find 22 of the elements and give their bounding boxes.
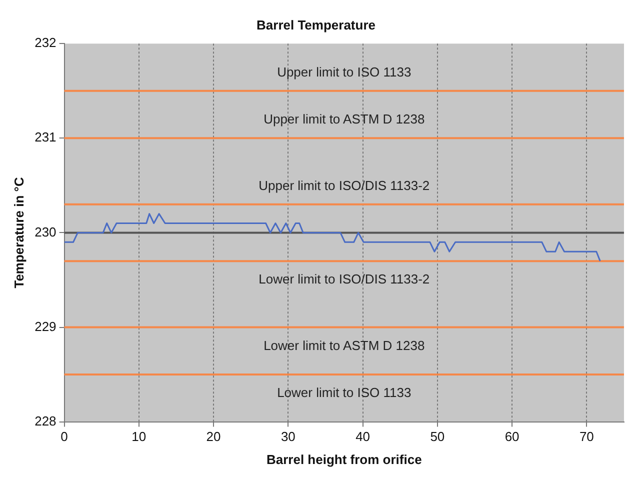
ref-line-label: Lower limit to ISO 1133 xyxy=(277,385,412,400)
y-tick-label: 230 xyxy=(34,224,56,240)
x-axis-title: Barrel height from orifice xyxy=(266,452,422,467)
ref-line-label: Lower limit to ISO/DIS 1133-2 xyxy=(258,272,430,287)
x-tick-label: 30 xyxy=(280,429,296,444)
x-tick-label: 20 xyxy=(206,429,221,444)
y-tick-label: 232 xyxy=(34,35,56,50)
x-tick-label: 0 xyxy=(60,429,68,444)
y-axis-title: Temperature in °C xyxy=(11,176,26,288)
x-tick-label: 60 xyxy=(504,429,520,444)
x-tick-label: 40 xyxy=(356,429,370,444)
ref-line-label: Upper limit to ISO/DIS 1133-2 xyxy=(258,178,430,193)
chart-title: Barrel Temperature xyxy=(256,17,376,32)
x-tick-label: 10 xyxy=(132,429,146,444)
y-tick-label: 229 xyxy=(34,318,56,334)
y-tick-label: 228 xyxy=(34,413,56,428)
x-tick-label: 70 xyxy=(579,429,594,444)
x-tick-label: 50 xyxy=(430,429,445,444)
ref-line-label: Lower limit to ASTM D 1238 xyxy=(264,338,425,353)
ref-line-label: Upper limit to ISO 1133 xyxy=(277,64,412,80)
ref-line-label: Upper limit to ASTM D 1238 xyxy=(264,112,425,127)
y-tick-label: 231 xyxy=(34,130,56,145)
